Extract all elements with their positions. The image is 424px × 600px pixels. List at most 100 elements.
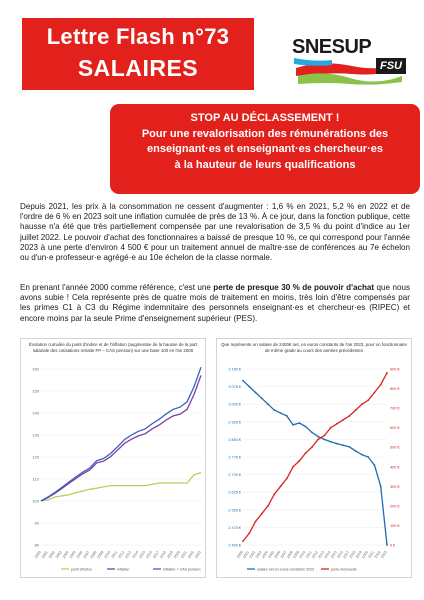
data-point [386,544,388,546]
y-tick-label-left: 3 000 € [228,403,242,407]
x-tick-label: 2023 [380,550,388,559]
data-point [242,379,244,382]
x-tick-label: 2002 [48,550,56,559]
x-tick-label: 2021 [180,550,188,559]
y-tick-label: 110 [33,477,40,482]
x-tick-label: 2015 [138,550,146,559]
y-tick-label-right: 0 € [390,544,396,548]
data-point [273,409,276,411]
x-tick-label: 2010 [104,550,112,559]
x-tick-label: 2002 [248,550,256,559]
y-tick-label: 90 [35,521,40,526]
x-tick-label: 2022 [187,550,195,559]
x-tick-label: 2021 [367,550,375,559]
y-tick-label-right: 700 € [390,407,400,411]
y-tick-label-left: 2 700 € [228,473,242,477]
x-tick-label: 2015 [330,550,338,559]
y-tick-label: 100 [32,499,39,504]
x-tick-label: 2006 [76,550,84,559]
legend-label: perte mensuelle [331,568,357,572]
alert-line: à la hauteur de leurs qualifications [174,158,356,171]
x-tick-label: 2019 [166,550,174,559]
alert-line: STOP AU DÉCLASSEMENT ! [190,112,340,124]
legend-label: point d'indice [71,568,92,572]
x-tick-label: 2000 [34,550,42,559]
x-tick-label: 2004 [62,550,70,559]
x-tick-label: 2017 [342,550,350,559]
x-tick-label: 2005 [267,550,275,559]
snesup-fsu-logo: SNESUP FSU [292,32,408,90]
x-tick-label: 2016 [145,550,153,559]
chart-title: Évolution cumulée du point d'indice et d… [28,342,198,353]
x-tick-label: 2011 [111,550,119,559]
newsletter-header: Lettre Flash n°73 SALAIRES [22,18,254,90]
y-tick-label: 140 [32,411,39,416]
x-tick-label: 2001 [41,550,49,559]
x-tick-label: 2010 [299,550,307,559]
data-point [267,403,269,406]
x-tick-label: 2008 [286,550,294,559]
data-point [348,415,351,417]
data-point [329,426,332,429]
x-tick-label: 2013 [124,550,132,559]
series-line [242,380,388,546]
chart-plot: 2 400 € 2 475 € 2 550 € 2 625 € 2 700 € 2 775… [228,368,400,572]
y-tick-label-left: 2 400 € [228,544,242,548]
x-tick-label: 2013 [317,550,325,559]
y-tick-label-left: 2 850 € [228,438,242,442]
data-point [317,435,320,438]
y-tick-label-left: 3 075 € [228,385,242,389]
x-tick-label: 2020 [361,550,369,559]
x-tick-label: 2014 [131,550,139,559]
y-tick-label: 150 [32,389,39,394]
data-point [248,532,251,535]
newsletter-title: Lettre Flash n°73 [46,24,230,49]
data-point [367,456,370,458]
x-tick-label: 2011 [305,550,313,559]
data-point [323,438,326,441]
legend-label: salaire net en euros constants 2023 [257,568,314,572]
x-tick-label: 2017 [152,550,160,559]
x-tick-label: 2019 [355,550,363,559]
series-line [40,366,202,502]
y-tick-label-left: 2 475 € [228,526,242,530]
data-point [379,383,382,386]
data-point [298,460,301,462]
y-tick-label-left: 2 925 € [228,420,242,424]
legend-label: inflation [117,568,129,572]
x-tick-label: 2005 [69,550,77,559]
x-tick-label: 2006 [274,550,282,559]
data-point [373,391,376,394]
alert-line: Pour une revalorisation des rémunération… [141,127,389,140]
x-tick-label: 2012 [311,550,319,559]
x-tick-label: 2000 [236,550,244,559]
x-tick-label: 2007 [280,550,288,559]
highlight-loss: perte de presque 30 % de pouvoir d'achat [213,283,375,292]
series-line [242,372,388,542]
x-tick-label: 2003 [55,550,63,559]
data-point [248,385,251,388]
y-tick-label-right: 800 € [390,387,400,391]
y-tick-label: 120 [32,455,39,460]
data-point [329,440,332,443]
data-point [348,446,351,448]
data-point [336,422,338,425]
legend-label: inflation + CAS pension [163,568,200,572]
data-point [386,372,388,374]
x-tick-label: 2001 [242,550,250,559]
data-point [361,453,363,456]
data-point [373,464,376,467]
y-tick-label: 80 [35,543,40,548]
body-paragraph-loss: En prenant l'année 2000 comme référence,… [20,283,410,324]
paragraph-text: En prenant l'année 2000 comme référence,… [20,283,214,292]
x-tick-label: 2009 [97,550,105,559]
series-line [40,375,202,502]
data-point [285,477,288,480]
x-tick-label: 2020 [173,550,181,559]
data-point [298,422,301,424]
data-point [342,444,345,447]
alert-banner: STOP AU DÉCLASSEMENT ! Pour une revalori… [110,104,420,194]
data-point [367,399,370,402]
data-point [292,423,294,426]
y-tick-label: 130 [32,433,39,438]
